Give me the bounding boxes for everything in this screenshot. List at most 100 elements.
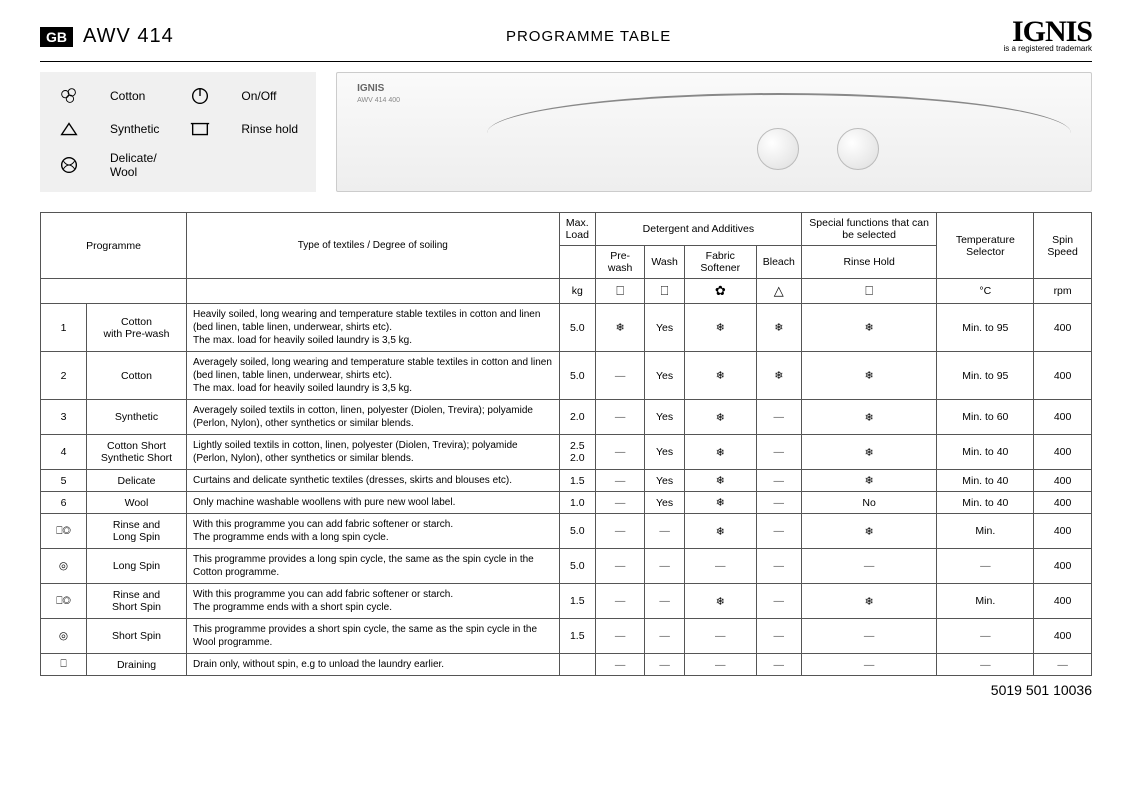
- prog-description: Curtains and delicate synthetic textiles…: [187, 470, 560, 492]
- prog-number: ⎕: [41, 654, 87, 676]
- table-row: 3SyntheticAveragely soiled textils in co…: [41, 400, 1092, 435]
- prog-description: Lightly soiled textils in cotton, linen,…: [187, 435, 560, 470]
- header-left: GB AWV 414: [40, 25, 174, 48]
- prog-description: This programme provides a long spin cycl…: [187, 549, 560, 584]
- rinsehold-func-icon: ⎕: [801, 279, 937, 304]
- table-row: 6WoolOnly machine washable woollens with…: [41, 492, 1092, 514]
- prog-spin: 400: [1034, 549, 1092, 584]
- softener-compartment-icon: ✿: [684, 279, 756, 304]
- legend-delicate-label: Delicate/ Wool: [110, 151, 159, 179]
- prog-temp: Min. to 40: [937, 435, 1034, 470]
- prog-rinsehold: ❄: [801, 435, 937, 470]
- table-row: ◎Short SpinThis programme provides a sho…: [41, 619, 1092, 654]
- page-title: PROGRAMME TABLE: [506, 28, 671, 45]
- prog-bleach: —: [756, 584, 801, 619]
- prog-number: ⎕◎: [41, 584, 87, 619]
- prog-rinsehold: ❄: [801, 470, 937, 492]
- prog-prewash: —: [595, 352, 644, 400]
- prog-bleach: —: [756, 400, 801, 435]
- prog-wash: Yes: [645, 470, 684, 492]
- th-programme: Programme: [41, 213, 187, 279]
- legend-cotton-label: Cotton: [110, 89, 159, 103]
- prog-number: 1: [41, 304, 87, 352]
- prog-load: 5.0: [559, 549, 595, 584]
- prog-wash: —: [645, 584, 684, 619]
- legend-synthetic-label: Synthetic: [110, 122, 159, 136]
- prog-load: [559, 654, 595, 676]
- th-softener: Fabric Softener: [684, 246, 756, 279]
- prog-bleach: —: [756, 492, 801, 514]
- prog-spin: 400: [1034, 584, 1092, 619]
- prog-wash: —: [645, 549, 684, 584]
- prog-prewash: —: [595, 492, 644, 514]
- prog-rinsehold: —: [801, 654, 937, 676]
- prog-bleach: —: [756, 514, 801, 549]
- th-maxload: Max. Load: [559, 213, 595, 246]
- prog-temp: Min.: [937, 514, 1034, 549]
- th-c: °C: [937, 279, 1034, 304]
- prog-temp: —: [937, 619, 1034, 654]
- prog-spin: 400: [1034, 470, 1092, 492]
- prog-name: Synthetic: [87, 400, 187, 435]
- prog-description: With this programme you can add fabric s…: [187, 514, 560, 549]
- th-spin: Spin Speed: [1034, 213, 1092, 279]
- th-prewash: Pre-wash: [595, 246, 644, 279]
- prog-description: Only machine washable woollens with pure…: [187, 492, 560, 514]
- prog-prewash: —: [595, 654, 644, 676]
- prog-prewash: —: [595, 584, 644, 619]
- th-rinsehold: Rinse Hold: [801, 246, 937, 279]
- legend-box: Cotton On/Off Synthetic Rinse hold Delic…: [40, 72, 316, 192]
- prog-prewash: —: [595, 619, 644, 654]
- prog-bleach: —: [756, 435, 801, 470]
- prog-spin: 400: [1034, 619, 1092, 654]
- brand-block: IGNIS is a registered trademark: [1004, 20, 1092, 53]
- prog-load: 5.0: [559, 514, 595, 549]
- prog-description: With this programme you can add fabric s…: [187, 584, 560, 619]
- program-table: Programme Type of textiles / Degree of s…: [40, 212, 1092, 676]
- prog-description: Drain only, without spin, e.g to unload …: [187, 654, 560, 676]
- prog-wash: —: [645, 514, 684, 549]
- table-row: ⎕DrainingDrain only, without spin, e.g t…: [41, 654, 1092, 676]
- prog-load: 1.5: [559, 619, 595, 654]
- th-kg: kg: [559, 279, 595, 304]
- table-row: 5DelicateCurtains and delicate synthetic…: [41, 470, 1092, 492]
- brand-sub: is a registered trademark: [1004, 44, 1092, 53]
- prog-bleach: ❄: [756, 304, 801, 352]
- onoff-icon: [189, 85, 211, 107]
- prog-wash: Yes: [645, 400, 684, 435]
- prog-name: Cotton: [87, 352, 187, 400]
- prog-name: Rinse and Long Spin: [87, 514, 187, 549]
- prog-softener: ❄: [684, 584, 756, 619]
- prog-softener: —: [684, 654, 756, 676]
- wash-compartment-icon: ⎕: [645, 279, 684, 304]
- program-knob-icon: [837, 128, 879, 170]
- prog-description: This programme provides a short spin cyc…: [187, 619, 560, 654]
- prog-name: Wool: [87, 492, 187, 514]
- prog-prewash: —: [595, 400, 644, 435]
- synthetic-icon: [58, 118, 80, 140]
- prog-name: Delicate: [87, 470, 187, 492]
- table-row: 4Cotton Short Synthetic ShortLightly soi…: [41, 435, 1092, 470]
- prog-name: Rinse and Short Spin: [87, 584, 187, 619]
- prog-name: Cotton Short Synthetic Short: [87, 435, 187, 470]
- prog-wash: Yes: [645, 435, 684, 470]
- prog-prewash: ❄: [595, 304, 644, 352]
- prog-spin: 400: [1034, 492, 1092, 514]
- th-type: Type of textiles / Degree of soiling: [187, 213, 560, 279]
- prog-bleach: —: [756, 619, 801, 654]
- table-row: ◎Long SpinThis programme provides a long…: [41, 549, 1092, 584]
- prog-prewash: —: [595, 549, 644, 584]
- cotton-icon: [58, 85, 80, 107]
- prog-load: 1.5: [559, 470, 595, 492]
- prog-number: 2: [41, 352, 87, 400]
- prog-number: 4: [41, 435, 87, 470]
- prog-temp: Min.: [937, 584, 1034, 619]
- prog-rinsehold: ❄: [801, 400, 937, 435]
- table-row: 2CottonAveragely soiled, long wearing an…: [41, 352, 1092, 400]
- th-rpm: rpm: [1034, 279, 1092, 304]
- prog-name: Long Spin: [87, 549, 187, 584]
- prog-temp: Min. to 95: [937, 304, 1034, 352]
- bleach-compartment-icon: △: [756, 279, 801, 304]
- prog-temp: Min. to 60: [937, 400, 1034, 435]
- delicate-icon: [58, 154, 80, 176]
